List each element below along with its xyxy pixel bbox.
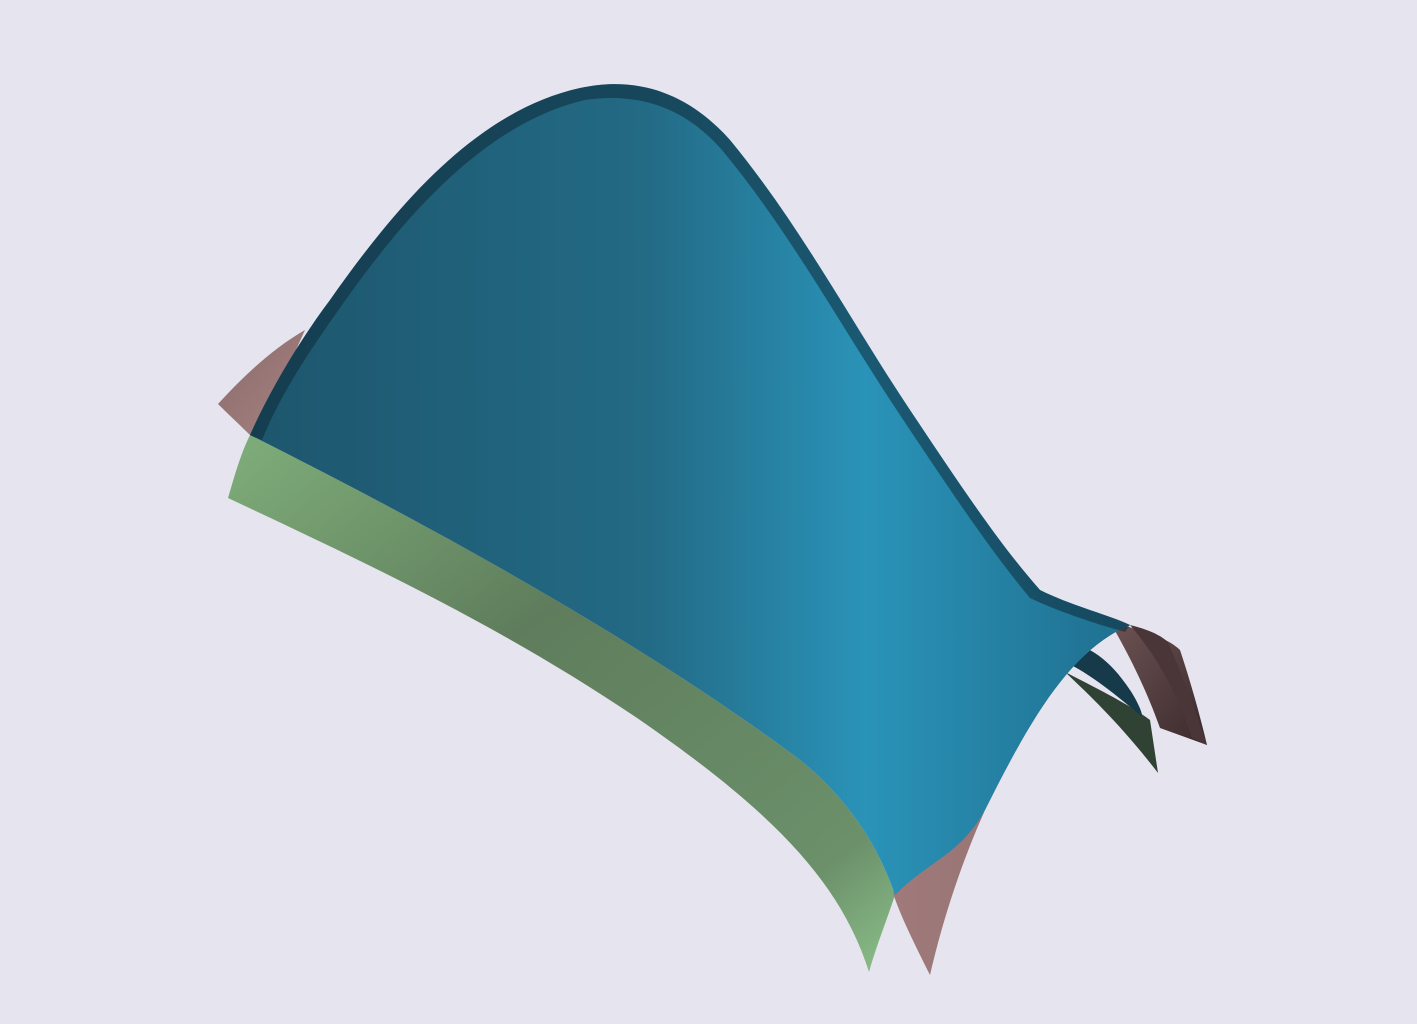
pink-surface [893,603,1130,975]
right-back-flap [1110,622,1207,745]
blue-surface [250,84,1130,896]
pink-left-tip [218,330,305,440]
green-back-flap [1065,672,1158,773]
pink-right-edge [1130,625,1207,745]
green-surface [228,435,895,972]
